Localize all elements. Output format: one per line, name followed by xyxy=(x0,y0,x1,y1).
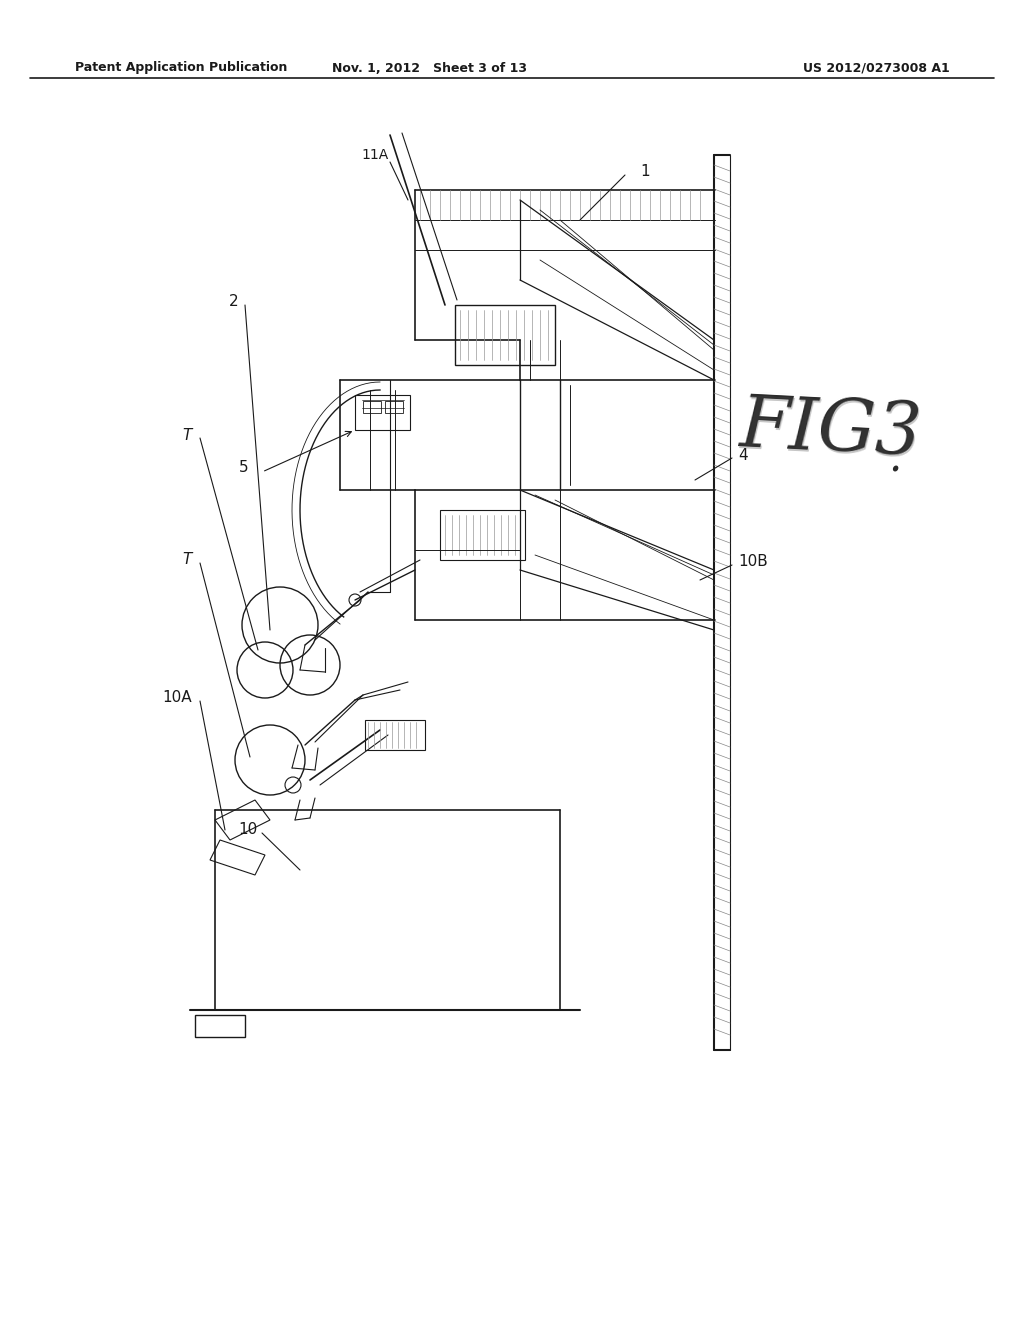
Bar xyxy=(385,401,403,413)
Bar xyxy=(455,305,555,366)
Text: FIG3: FIG3 xyxy=(737,389,923,470)
Text: Patent Application Publication: Patent Application Publication xyxy=(75,62,288,74)
Bar xyxy=(365,719,425,750)
Text: T: T xyxy=(182,553,193,568)
Bar xyxy=(195,1015,245,1038)
Bar xyxy=(440,510,525,560)
Bar xyxy=(355,395,410,430)
Text: FIG3: FIG3 xyxy=(738,392,924,473)
Text: 4: 4 xyxy=(738,447,748,462)
Text: US 2012/0273008 A1: US 2012/0273008 A1 xyxy=(803,62,950,74)
Text: 2: 2 xyxy=(228,294,238,309)
Bar xyxy=(362,401,381,413)
Text: 11A: 11A xyxy=(361,148,389,162)
Text: 10: 10 xyxy=(239,822,258,837)
Text: Nov. 1, 2012   Sheet 3 of 13: Nov. 1, 2012 Sheet 3 of 13 xyxy=(333,62,527,74)
Text: T: T xyxy=(182,428,193,442)
Text: 1: 1 xyxy=(640,165,649,180)
Text: 5: 5 xyxy=(239,461,248,475)
Text: .: . xyxy=(889,440,901,480)
Text: 10A: 10A xyxy=(163,690,193,705)
Text: 10B: 10B xyxy=(738,554,768,569)
